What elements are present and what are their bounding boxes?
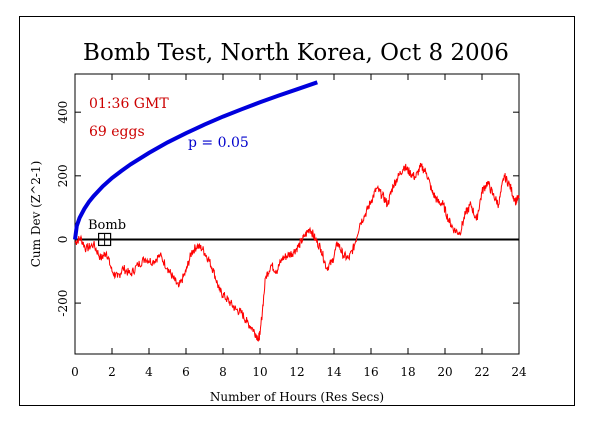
y-tick-label: 400: [56, 101, 70, 124]
x-tick-label: 4: [145, 365, 153, 379]
y-axis-ticks: -200 0 200 400: [56, 101, 519, 317]
x-axis-ticks: 0 2 4 6 8 10 12 14 16 18 20 22 24: [71, 74, 527, 379]
eggs-annotation: 69 eggs: [89, 124, 145, 140]
figure-frame: [19, 16, 575, 406]
y-tick-label: -200: [56, 290, 70, 317]
x-tick-label: 6: [182, 365, 190, 379]
plot-area: [74, 73, 520, 355]
x-tick-label: 18: [400, 365, 415, 379]
x-tick-label: 10: [252, 365, 267, 379]
x-tick-label: 14: [326, 365, 342, 379]
x-tick-label: 12: [289, 365, 304, 379]
x-axis-label: Number of Hours (Res Secs): [210, 390, 384, 404]
x-tick-label: 16: [363, 365, 378, 379]
x-tick-label: 8: [219, 365, 227, 379]
time-annotation: 01:36 GMT: [89, 96, 169, 112]
cumulative-deviation-series: [74, 162, 520, 342]
bomb-event-marker: [97, 232, 112, 247]
x-tick-label: 22: [474, 365, 489, 379]
y-axis-label: Cum Dev (Z^2-1): [29, 161, 43, 268]
x-tick-label: 0: [71, 365, 79, 379]
y-tick-label: 0: [56, 236, 70, 244]
chart-title: Bomb Test, North Korea, Oct 8 2006: [83, 40, 509, 66]
bomb-label: Bomb: [88, 218, 126, 233]
p-value-label: p = 0.05: [188, 135, 249, 151]
x-tick-label: 24: [511, 365, 527, 379]
y-tick-label: 200: [56, 164, 70, 187]
x-tick-label: 20: [437, 365, 452, 379]
p-005-envelope-curve: [73, 80, 318, 240]
x-tick-label: 2: [108, 365, 116, 379]
